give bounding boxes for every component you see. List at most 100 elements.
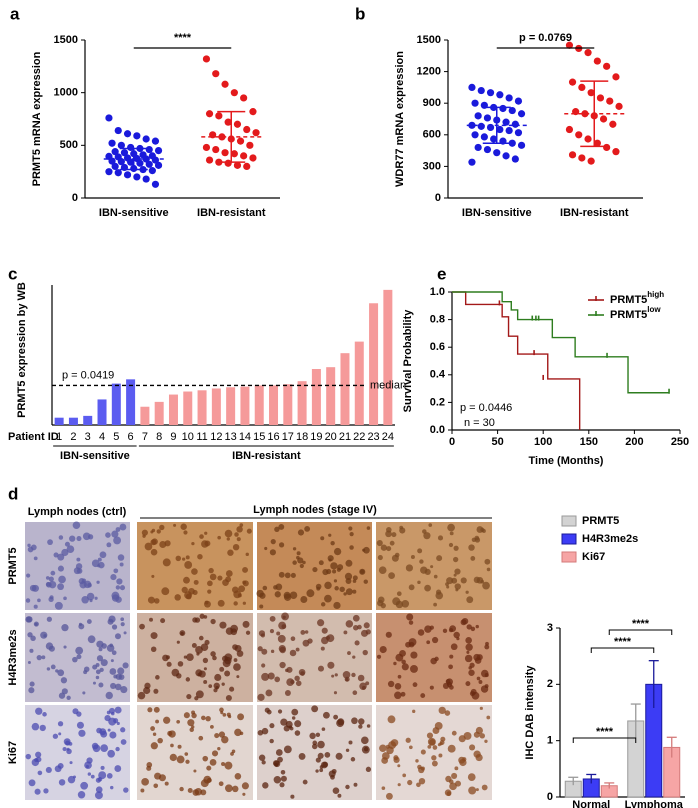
nucleus	[262, 782, 269, 789]
nucleus	[352, 614, 360, 622]
nucleus	[149, 617, 153, 622]
nucleus	[60, 677, 68, 684]
nucleus	[429, 739, 436, 746]
data-point	[593, 139, 601, 147]
nucleus	[150, 726, 156, 731]
panel-letter: e	[437, 264, 446, 283]
nucleus	[451, 772, 458, 779]
nucleus	[484, 739, 488, 743]
nucleus	[31, 722, 40, 731]
nucleus	[358, 724, 363, 729]
nucleus	[72, 708, 79, 715]
nucleus	[114, 706, 122, 714]
nucleus	[276, 631, 281, 636]
nucleus	[420, 693, 426, 698]
nucleus	[106, 542, 112, 548]
nucleus	[185, 593, 192, 600]
tissue-image	[257, 705, 372, 800]
nucleus	[31, 584, 40, 592]
nucleus	[183, 655, 187, 659]
nucleus	[197, 553, 203, 560]
nucleus	[342, 670, 351, 679]
nucleus	[153, 706, 160, 713]
nucleus	[46, 616, 52, 622]
nucleus	[180, 523, 187, 531]
nucleus	[69, 761, 73, 765]
nucleus	[158, 774, 166, 782]
nucleus	[274, 526, 280, 533]
nucleus	[50, 570, 56, 576]
nucleus	[245, 552, 249, 557]
nucleus	[269, 549, 276, 556]
nucleus	[400, 691, 406, 697]
nucleus	[464, 654, 473, 663]
nucleus	[298, 668, 306, 676]
data-point	[486, 89, 495, 97]
nucleus	[202, 657, 209, 664]
legend-superscript: low	[647, 305, 661, 314]
nucleus	[210, 651, 216, 657]
nucleus	[234, 532, 239, 537]
nucleus	[200, 789, 207, 796]
nucleus	[35, 707, 43, 715]
tissue-image	[376, 522, 492, 610]
data-point	[212, 145, 220, 154]
nucleus	[460, 577, 467, 584]
nucleus	[453, 631, 460, 639]
nucleus	[454, 766, 459, 771]
nucleus	[292, 547, 297, 551]
nucleus	[322, 711, 330, 719]
data-point	[151, 180, 160, 188]
legend-swatch	[561, 515, 577, 527]
nucleus	[46, 667, 51, 671]
nucleus	[365, 766, 372, 772]
nucleus	[239, 523, 244, 527]
nucleus	[349, 545, 354, 550]
nucleus	[75, 646, 84, 655]
nucleus	[150, 539, 157, 546]
nucleus	[96, 640, 104, 648]
nucleus	[199, 534, 204, 539]
nucleus	[58, 575, 66, 584]
nucleus	[333, 691, 338, 695]
nucleus	[415, 759, 419, 763]
nucleus	[114, 683, 122, 691]
x-tick-label: 8	[156, 431, 162, 443]
nucleus	[156, 529, 161, 534]
nucleus	[321, 627, 328, 634]
nucleus	[324, 594, 332, 603]
data-point	[230, 150, 238, 158]
nucleus	[385, 792, 393, 800]
nucleus	[179, 786, 184, 792]
nucleus	[332, 569, 337, 574]
nucleus	[465, 643, 473, 651]
y-tick-label: 0.4	[430, 369, 446, 381]
nucleus	[379, 645, 387, 654]
nucleus	[107, 728, 111, 732]
nucleus	[115, 746, 120, 752]
annotation: p = 0.0419	[62, 369, 114, 381]
nucleus	[95, 663, 100, 667]
nucleus	[119, 585, 126, 591]
nucleus	[397, 674, 402, 679]
nucleus	[58, 732, 62, 736]
nucleus	[183, 712, 190, 719]
nucleus	[447, 744, 456, 753]
nucleus	[453, 545, 459, 551]
significance-label: ****	[632, 618, 650, 630]
nucleus	[214, 732, 220, 739]
nucleus	[202, 755, 209, 762]
nucleus	[275, 749, 283, 756]
nucleus	[469, 744, 476, 751]
nucleus	[213, 682, 220, 689]
nucleus	[311, 743, 318, 750]
bar	[97, 399, 107, 425]
nucleus	[236, 675, 240, 679]
nucleus	[363, 546, 370, 554]
nucleus	[402, 773, 407, 778]
nucleus	[45, 582, 51, 587]
nucleus	[478, 680, 483, 684]
nucleus	[233, 601, 238, 606]
nucleus	[324, 581, 332, 590]
